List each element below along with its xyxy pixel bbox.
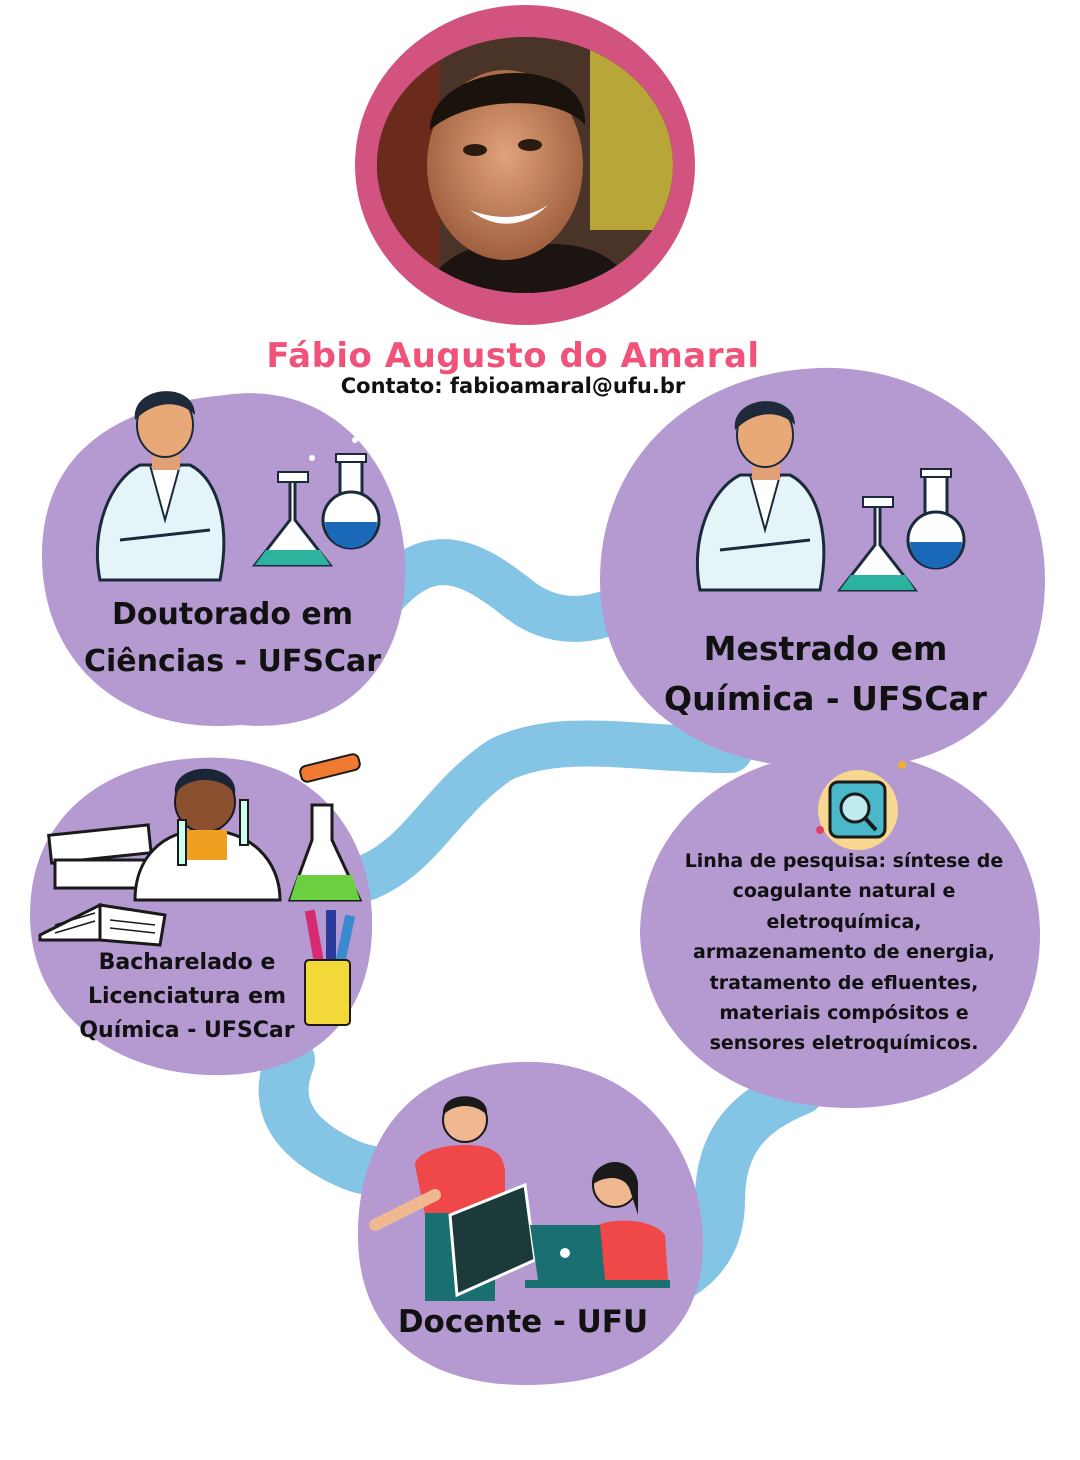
kid-scientist-icon	[133, 768, 282, 902]
bacharelado-line-2: Licenciatura em	[88, 984, 286, 1010]
mestrado-label: Mestrado em Química - UFSCar	[628, 624, 1023, 723]
mestrado-line-1: Mestrado em	[703, 629, 948, 668]
pesquisa-line-5: tratamento de efluentes,	[709, 971, 979, 994]
doutorado-line-1: Doutorado em	[112, 597, 353, 632]
portrait-photo	[355, 5, 695, 325]
docente-line-1: Docente - UFU	[397, 1304, 649, 1340]
pesquisa-label: Linha de pesquisa: síntese de coagulante…	[668, 846, 1020, 1059]
person-name: Fábio Augusto do Amaral	[266, 336, 760, 376]
scientist-icon	[95, 391, 226, 582]
pesquisa-line-4: armazenamento de energia,	[693, 941, 995, 964]
bacharelado-line-1: Bacharelado e	[98, 950, 276, 975]
pesquisa-line-2: coagulante natural e	[732, 880, 956, 903]
teacher-icon	[369, 1096, 537, 1301]
lab-flasks-icon	[251, 428, 381, 567]
lab-flasks-icon	[836, 468, 966, 592]
pesquisa-line-7: sensores eletroquímicos.	[709, 1032, 979, 1055]
bacharelado-line-3: Química - UFSCar	[79, 1018, 295, 1044]
doutorado-line-2: Ciências - UFSCar	[83, 643, 382, 679]
bubble-pesquisa	[640, 751, 1040, 1109]
pencil-cup-icon	[304, 909, 356, 1026]
lab-flasks-icon	[287, 753, 363, 902]
student-laptop-icon	[525, 1162, 670, 1288]
doutorado-label: Doutorado em Ciências - UFSCar	[60, 592, 405, 685]
mestrado-line-2: Química - UFSCar	[664, 678, 987, 718]
pesquisa-line-1: Linha de pesquisa: síntese de	[684, 850, 1004, 872]
pesquisa-line-6: materiais compósitos e	[719, 1001, 969, 1024]
magnifier-icon	[816, 761, 906, 850]
pesquisa-line-3: eletroquímica,	[766, 910, 922, 933]
contact-email: Contato: fabioamaral@ufu.br	[340, 374, 686, 398]
docente-label: Docente - UFU	[388, 1302, 658, 1344]
bacharelado-label: Bacharelado e Licenciatura em Química - …	[62, 946, 312, 1048]
books-icon	[38, 823, 167, 947]
scientist-icon	[695, 401, 826, 592]
